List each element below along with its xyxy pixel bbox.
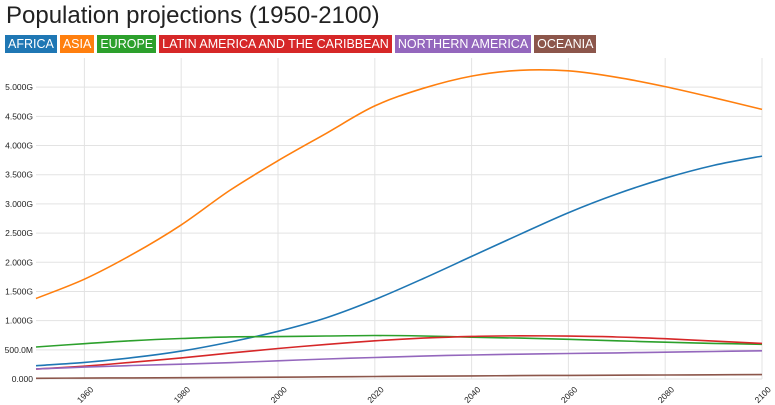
legend-item-latin-america-and-the-caribbean[interactable]: LATIN AMERICA AND THE CARIBBEAN xyxy=(159,35,392,53)
legend-item-asia[interactable]: ASIA xyxy=(59,35,95,53)
y-axis: 0.000 500.0M 1.000G 1.500G 2.000G 2.500G 3.000… xyxy=(5,82,34,384)
series-lines xyxy=(35,68,763,380)
legend-item-africa[interactable]: AFRICA xyxy=(5,35,57,53)
x-tick-label: 2080 xyxy=(656,384,677,405)
series-line-asia xyxy=(35,68,763,300)
y-tick-label: 2.500G xyxy=(5,228,33,238)
y-tick-label: 1.000G xyxy=(5,316,33,326)
x-tick-label: 1980 xyxy=(172,384,193,405)
y-tick-label: 0.000 xyxy=(12,374,34,384)
legend-item-oceania[interactable]: OCEANIA xyxy=(534,35,597,53)
series-line-oceania xyxy=(35,373,763,380)
y-tick-label: 5.000G xyxy=(5,82,33,92)
y-tick-label: 2.000G xyxy=(5,257,33,267)
x-tick-label: 2020 xyxy=(365,384,386,405)
chart-title: Population projections (1950-2100) xyxy=(6,2,380,29)
y-tick-label: 4.000G xyxy=(5,141,33,151)
chart-grid xyxy=(36,58,763,380)
y-tick-label: 4.500G xyxy=(5,111,33,121)
y-tick-label: 500.0M xyxy=(5,345,33,355)
y-tick-label: 1.500G xyxy=(5,286,33,296)
series-line-latin-america-and-the-caribbean xyxy=(35,334,763,370)
x-tick-label: 2040 xyxy=(462,384,483,405)
legend-item-europe[interactable]: EUROPE xyxy=(97,35,157,53)
x-tick-label: 1960 xyxy=(75,384,96,405)
chart-legend: AFRICA ASIA EUROPE LATIN AMERICA AND THE CA… xyxy=(5,35,597,53)
series-line-europe xyxy=(35,334,763,348)
legend-item-northern-america[interactable]: NORTHERN AMERICA xyxy=(394,35,532,53)
y-tick-label: 3.500G xyxy=(5,170,33,180)
x-tick-label: 2100 xyxy=(752,384,773,405)
series-line-northern-america xyxy=(35,350,763,370)
y-tick-label: 3.000G xyxy=(5,199,33,209)
series-line-africa xyxy=(35,155,763,367)
x-tick-label: 2060 xyxy=(559,384,580,405)
x-axis: 1960 1980 2000 2020 2040 2060 2080 2100 xyxy=(75,384,773,405)
x-tick-label: 2000 xyxy=(268,384,289,405)
